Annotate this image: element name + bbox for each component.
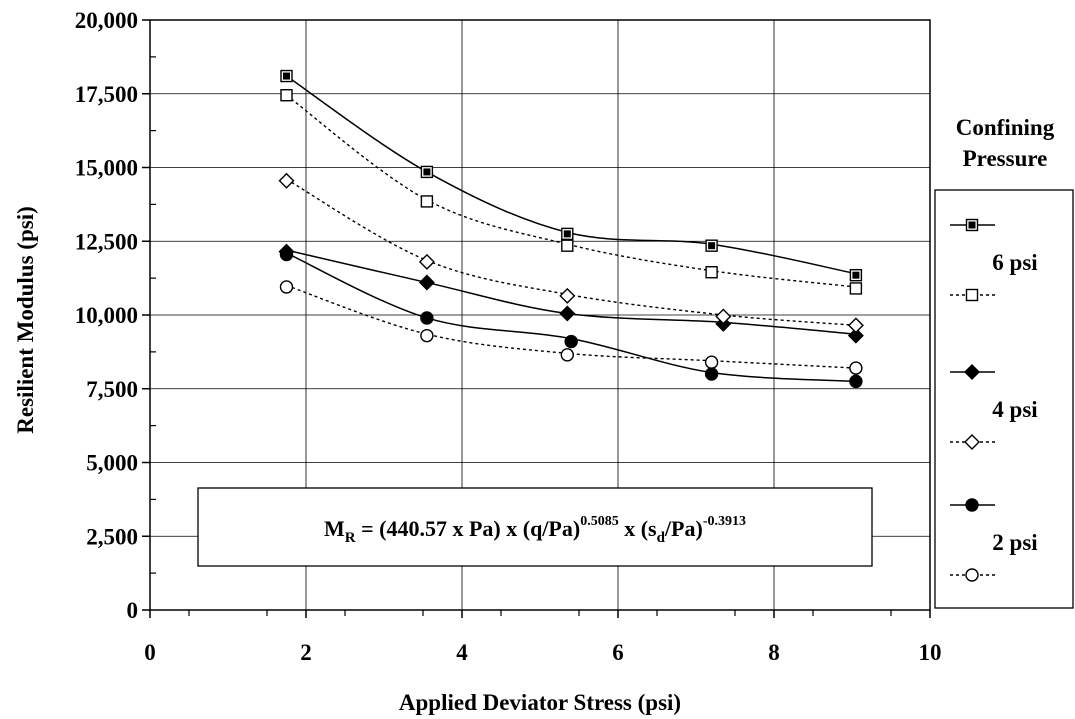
data-point xyxy=(964,434,980,450)
data-point-fill xyxy=(708,242,716,250)
data-point xyxy=(559,287,576,304)
equation-part3: /Pa) xyxy=(664,516,703,541)
data-point xyxy=(561,239,574,252)
data-point xyxy=(847,317,864,334)
y-axis-title: Resilient Modulus (psi) xyxy=(13,206,38,433)
x-tick-label: 2 xyxy=(300,640,312,665)
series-6-psi-solid xyxy=(280,69,863,282)
series-4-psi-dotted xyxy=(278,172,864,334)
legend-label: 6 psi xyxy=(992,250,1038,275)
legend-title-line1: Confining xyxy=(955,115,1055,140)
data-point-fill xyxy=(283,72,290,80)
data-point xyxy=(420,311,434,325)
equation-sigma-sub: d xyxy=(657,530,666,546)
legend-title: Confining Pressure xyxy=(935,112,1075,174)
y-tick-label: 10,000 xyxy=(75,303,138,328)
data-point xyxy=(715,308,732,325)
legend-label: 2 psi xyxy=(992,530,1038,555)
data-point xyxy=(705,266,718,279)
data-point xyxy=(420,195,434,208)
equation-sigma: s xyxy=(648,516,657,541)
data-point xyxy=(420,328,434,343)
y-tick-label: 20,000 xyxy=(75,8,138,33)
data-point xyxy=(704,355,719,369)
equation-lhs: M xyxy=(324,516,345,541)
x-tick-label: 10 xyxy=(919,640,942,665)
data-point xyxy=(965,498,979,512)
y-tick-label: 17,500 xyxy=(75,82,138,107)
data-point xyxy=(965,568,979,582)
y-tick-label: 15,000 xyxy=(75,156,138,181)
data-point xyxy=(418,274,435,291)
data-point xyxy=(964,364,980,380)
equation-lhs-sub: R xyxy=(345,530,356,546)
axes: 0 2 4 6 8 10 0 2,500 5,000 7,500 10,000 12,500 15,00… xyxy=(75,8,942,665)
equation-box: MR = (440.57 x Pa) x (q/Pa)0.5085 x (sd/… xyxy=(197,487,873,567)
series-6-psi-dotted xyxy=(280,89,863,295)
legend-entry-2-psi: 2 psi xyxy=(950,498,1038,582)
legend-frame xyxy=(934,189,1074,609)
data-point xyxy=(564,334,578,349)
equation-part1: = (440.57 x Pa) x (q/Pa) xyxy=(356,516,581,541)
data-point-fill xyxy=(852,271,860,279)
series-2-psi-dotted xyxy=(279,280,863,375)
legend: 6 psi 4 psi 2 psi xyxy=(934,189,1074,609)
legend-label: 4 psi xyxy=(992,397,1038,422)
data-point-fill xyxy=(968,221,976,229)
equation-frame xyxy=(197,487,873,567)
data-point xyxy=(849,282,863,295)
data-point xyxy=(847,327,864,344)
legend-entry-6-psi: 6 psi xyxy=(950,218,1038,302)
y-tick-label: 7,500 xyxy=(86,377,138,402)
series-line xyxy=(286,94,856,288)
series-layer xyxy=(278,69,864,389)
equation-part2: x ( xyxy=(619,516,648,541)
data-point xyxy=(279,280,294,294)
data-point xyxy=(965,288,979,302)
x-tick-label: 6 xyxy=(612,640,624,665)
data-point-fill xyxy=(563,230,571,238)
equation-exp1: 0.5085 xyxy=(580,514,619,529)
data-point xyxy=(278,172,295,189)
equation-exp2: -0.3913 xyxy=(703,514,746,529)
data-point xyxy=(560,348,574,362)
data-point xyxy=(418,253,435,270)
legend-title-line2: Pressure xyxy=(962,146,1048,171)
data-point xyxy=(280,89,293,102)
x-tick-label: 4 xyxy=(456,640,468,665)
data-point-fill xyxy=(423,168,431,176)
data-point xyxy=(849,374,863,389)
data-point xyxy=(559,305,576,322)
y-tick-label: 0 xyxy=(127,598,139,623)
data-point xyxy=(849,361,863,375)
data-point xyxy=(279,247,294,262)
y-tick-label: 5,000 xyxy=(86,451,138,476)
series-2-psi-solid xyxy=(279,247,863,389)
x-tick-label: 8 xyxy=(768,640,780,665)
y-tick-label: 2,500 xyxy=(86,524,138,549)
x-axis-title: Applied Deviator Stress (psi) xyxy=(399,690,681,715)
y-tick-label: 12,500 xyxy=(75,229,138,254)
series-line xyxy=(286,178,856,327)
x-tick-label: 0 xyxy=(144,640,156,665)
equation-text: MR = (440.57 x Pa) x (q/Pa)0.5085 x (sd/… xyxy=(324,514,746,546)
data-point xyxy=(704,367,719,381)
legend-entry-4-psi: 4 psi xyxy=(950,364,1038,450)
